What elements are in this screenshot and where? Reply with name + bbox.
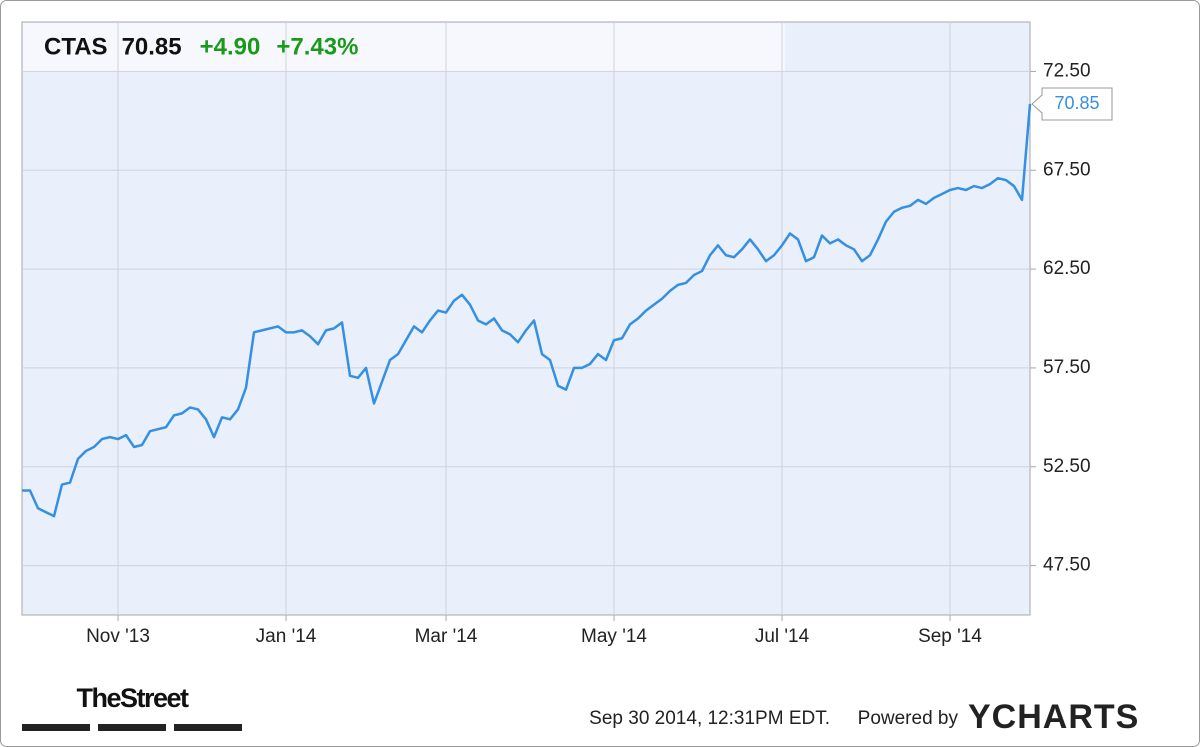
y-tick-label: 62.50: [1043, 258, 1091, 279]
y-tick-label: 52.50: [1043, 456, 1091, 477]
y-tick-label: 72.50: [1043, 60, 1091, 81]
y-tick-label: 47.50: [1043, 555, 1091, 576]
y-tick-label: 67.50: [1043, 159, 1091, 180]
x-tick-label: Jan '14: [256, 626, 317, 647]
symbol: CTAS: [44, 33, 108, 60]
timestamp: Sep 30 2014, 12:31PM EDT.: [589, 708, 830, 729]
price-line: [22, 103, 1032, 518]
logo-bar: [22, 724, 90, 731]
logo-bar: [98, 724, 166, 731]
marks: [22, 103, 1032, 518]
powered-by: Powered by: [858, 708, 959, 729]
grid: [22, 22, 1030, 615]
logo-bar: [174, 724, 242, 731]
x-tick-label: Sep '14: [918, 626, 982, 647]
logo: TheStreet: [76, 683, 189, 713]
x-tick-label: Mar '14: [415, 626, 478, 647]
change-percent: +7.43%: [276, 33, 358, 60]
brand: YCHARTS: [968, 698, 1139, 736]
x-tick-label: Jul '14: [755, 626, 810, 647]
x-tick-label: May '14: [581, 626, 647, 647]
change: +4.90: [200, 33, 261, 60]
price: 70.85: [122, 33, 182, 60]
last-value-label: 70.85: [1054, 93, 1099, 113]
plot-area: [21, 21, 1031, 616]
header-box: [23, 23, 785, 72]
last-value-callout: [1031, 87, 1113, 121]
x-tick-label: Nov '13: [86, 626, 150, 647]
y-tick-label: 57.50: [1043, 357, 1091, 378]
